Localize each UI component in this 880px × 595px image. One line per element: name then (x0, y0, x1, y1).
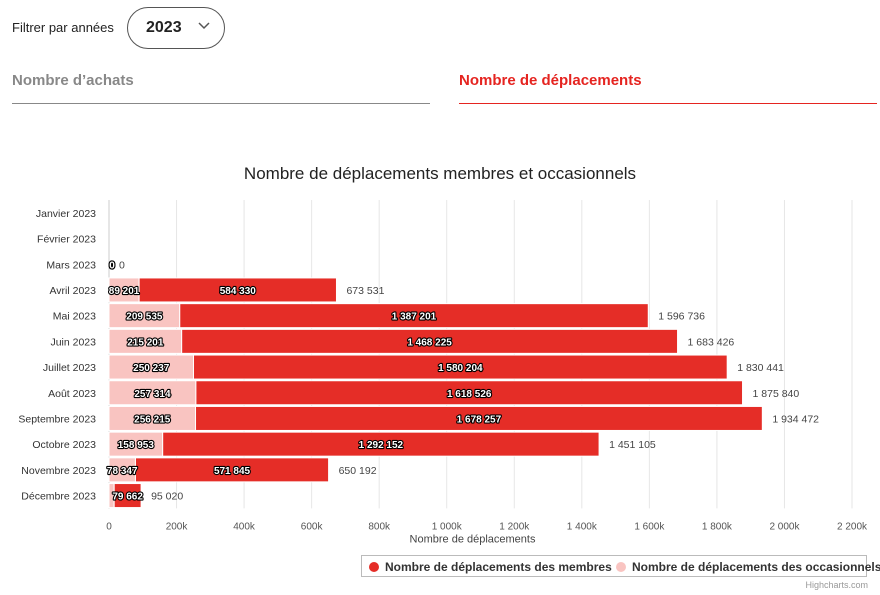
tab-nombre-achats[interactable]: Nombre d’achats (12, 72, 430, 104)
y-category-label: Mars 2023 (46, 259, 96, 271)
tab-label: Nombre d’achats (12, 72, 134, 89)
y-category-label: Janvier 2023 (36, 208, 96, 220)
data-label-members: 584 330 (220, 286, 257, 297)
x-tick-label: 1 200k (499, 521, 530, 532)
bar-members (138, 277, 337, 303)
bar-members (162, 431, 600, 457)
filter-label: Filtrer par années (12, 20, 114, 35)
bar-members (134, 457, 330, 483)
y-category-label: Novembre 2023 (21, 465, 96, 477)
total-label: 95 020 (151, 491, 183, 503)
data-label-occasional: 0 (109, 260, 115, 271)
legend-label: Nombre de déplacements des membres (385, 560, 612, 574)
y-category-label: Juillet 2023 (43, 362, 96, 374)
data-label-members: 1 678 257 (457, 414, 502, 425)
data-label-members: 1 387 201 (392, 312, 437, 323)
data-label-members: 1 468 225 (407, 337, 452, 348)
x-tick-label: 1 800k (702, 521, 733, 532)
data-label-occasional: 257 314 (134, 389, 171, 400)
x-tick-label: 1 000k (432, 521, 463, 532)
x-axis-title: Nombre de déplacements (410, 533, 536, 545)
y-category-label: Mai 2023 (53, 311, 96, 323)
data-label-occasional: 256 215 (134, 414, 171, 425)
year-select[interactable]: 2023 (127, 7, 225, 49)
x-tick-label: 800k (368, 521, 391, 532)
tab-nombre-deplacements[interactable]: Nombre de déplacements (459, 72, 877, 104)
year-select-value: 2023 (146, 19, 182, 36)
total-label: 1 875 840 (753, 388, 800, 400)
chart-title: Nombre de déplacements membres et occasi… (243, 164, 637, 183)
bar-occasional (108, 354, 195, 380)
total-label: 1 596 736 (658, 311, 705, 323)
total-label: 1 934 472 (772, 413, 819, 425)
x-tick-label: 1 600k (634, 521, 665, 532)
bar-occasional (108, 457, 136, 483)
legend-item-members[interactable]: Nombre de déplacements des membres (369, 560, 612, 574)
circle-marker-icon (616, 562, 626, 572)
data-label-occasional: 158 953 (118, 440, 155, 451)
bar-members (179, 303, 649, 329)
y-category-label: Octobre 2023 (32, 439, 96, 451)
total-label: 650 192 (339, 465, 377, 477)
bar-members (113, 483, 142, 509)
data-label-occasional: 78 347 (107, 466, 138, 477)
bar-members (181, 328, 679, 354)
total-label: 1 830 441 (737, 362, 784, 374)
chevron-down-icon (198, 22, 210, 30)
y-category-label: Septembre 2023 (18, 413, 96, 425)
y-category-label: Février 2023 (37, 234, 96, 246)
data-label-members: 1 292 152 (359, 440, 404, 451)
y-category-label: Décembre 2023 (21, 491, 96, 503)
data-label-members: 1 580 204 (438, 363, 483, 374)
x-tick-label: 600k (301, 521, 324, 532)
x-tick-label: 400k (233, 521, 256, 532)
chart-legend: Nombre de déplacements des membres Nombr… (361, 555, 880, 577)
bar-members (195, 380, 744, 406)
total-label: 673 531 (346, 285, 384, 297)
x-tick-label: 1 400k (567, 521, 598, 532)
circle-marker-icon (369, 562, 379, 572)
data-label-members: 571 845 (214, 466, 251, 477)
bar-members (193, 354, 728, 380)
total-label: 1 683 426 (688, 336, 735, 348)
x-tick-label: 2 000k (769, 521, 800, 532)
x-tick-label: 200k (166, 521, 189, 532)
x-tick-label: 0 (106, 521, 112, 532)
data-label-occasional: 209 535 (126, 312, 163, 323)
data-label-occasional: 215 201 (127, 337, 164, 348)
total-label: 0 (119, 259, 125, 271)
total-label: 1 451 105 (609, 439, 656, 451)
bar-members (195, 405, 763, 431)
data-label-members: 79 662 (112, 492, 143, 503)
bar-occasional (108, 431, 164, 457)
data-label-members: 0 (109, 260, 115, 271)
x-tick-label: 2 200k (837, 521, 868, 532)
credits-link[interactable]: Highcharts.com (805, 580, 868, 590)
y-category-label: Avril 2023 (49, 285, 96, 297)
legend-label: Nombre de déplacements des occasionnels (632, 560, 880, 574)
y-category-label: Juin 2023 (50, 336, 96, 348)
tab-label: Nombre de déplacements (459, 72, 642, 89)
data-label-occasional: 250 237 (133, 363, 170, 374)
data-label-members: 1 618 526 (447, 389, 492, 400)
data-label-occasional: 89 201 (109, 286, 140, 297)
bar-occasional (108, 277, 140, 303)
y-category-label: Août 2023 (48, 388, 96, 400)
bar-occasional (108, 405, 197, 431)
bar-occasional (108, 303, 181, 329)
legend-item-occasional[interactable]: Nombre de déplacements des occasionnels (616, 560, 880, 574)
